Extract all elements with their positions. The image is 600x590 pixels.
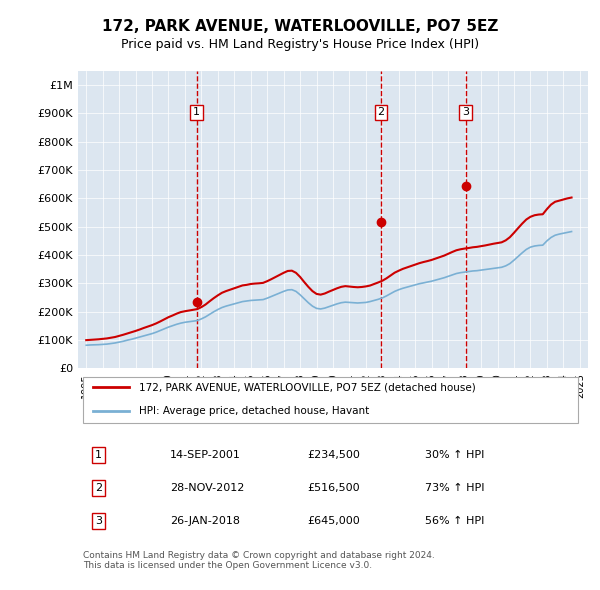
Text: £645,000: £645,000 (308, 516, 360, 526)
Text: 3: 3 (95, 516, 102, 526)
Text: 172, PARK AVENUE, WATERLOOVILLE, PO7 5EZ: 172, PARK AVENUE, WATERLOOVILLE, PO7 5EZ (102, 19, 498, 34)
Text: 26-JAN-2018: 26-JAN-2018 (170, 516, 240, 526)
Text: 172, PARK AVENUE, WATERLOOVILLE, PO7 5EZ (detached house): 172, PARK AVENUE, WATERLOOVILLE, PO7 5EZ… (139, 382, 476, 392)
Text: 73% ↑ HPI: 73% ↑ HPI (425, 483, 484, 493)
Text: 2: 2 (377, 107, 385, 117)
Text: 1: 1 (95, 450, 102, 460)
Text: 3: 3 (462, 107, 469, 117)
FancyBboxPatch shape (83, 377, 578, 423)
Text: Price paid vs. HM Land Registry's House Price Index (HPI): Price paid vs. HM Land Registry's House … (121, 38, 479, 51)
Text: £234,500: £234,500 (308, 450, 361, 460)
Text: 56% ↑ HPI: 56% ↑ HPI (425, 516, 484, 526)
Text: £516,500: £516,500 (308, 483, 360, 493)
Text: 2: 2 (95, 483, 102, 493)
Text: 14-SEP-2001: 14-SEP-2001 (170, 450, 241, 460)
Text: 1: 1 (193, 107, 200, 117)
Text: HPI: Average price, detached house, Havant: HPI: Average price, detached house, Hava… (139, 407, 370, 417)
Text: Contains HM Land Registry data © Crown copyright and database right 2024.
This d: Contains HM Land Registry data © Crown c… (83, 551, 435, 571)
Text: 28-NOV-2012: 28-NOV-2012 (170, 483, 244, 493)
Text: 30% ↑ HPI: 30% ↑ HPI (425, 450, 484, 460)
